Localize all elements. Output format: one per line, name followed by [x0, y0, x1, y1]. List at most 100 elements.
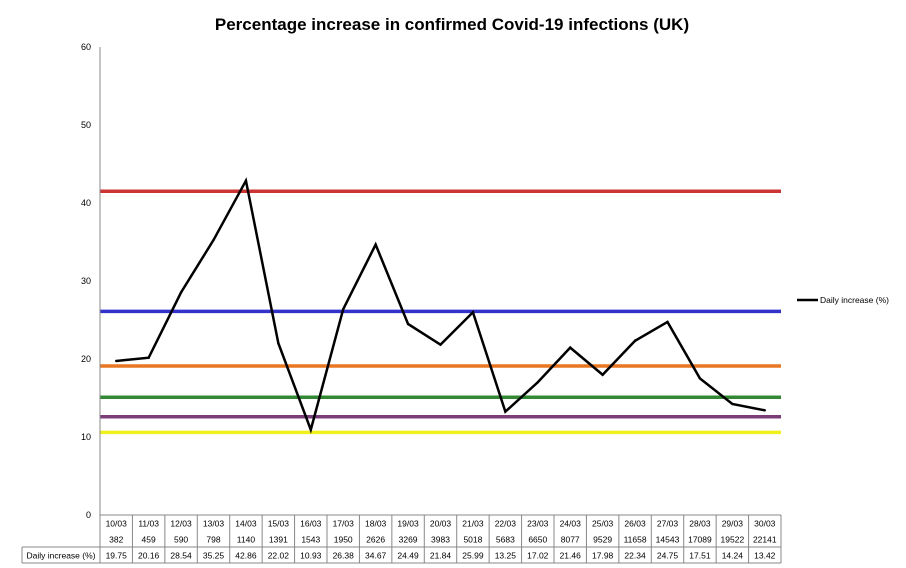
- case-count-label: 17089: [688, 535, 712, 545]
- data-label: 14.24: [722, 551, 744, 561]
- series-lines: [115, 177, 766, 434]
- x-tick-label: 13/03: [203, 519, 225, 529]
- y-tick-label: 0: [86, 510, 91, 520]
- data-label: 17.98: [592, 551, 614, 561]
- x-tick-label: 12/03: [170, 519, 192, 529]
- data-label: 13.42: [754, 551, 776, 561]
- data-point: [698, 377, 702, 380]
- data-point: [309, 428, 312, 431]
- case-count-label: 459: [142, 535, 156, 545]
- case-count-label: 6650: [528, 535, 547, 545]
- case-count-label: 11658: [624, 535, 647, 545]
- chart-title: Percentage increase in confirmed Covid-1…: [215, 15, 689, 34]
- x-tick-label: 20/03: [430, 519, 452, 529]
- data-point: [504, 410, 507, 413]
- data-point: [633, 339, 637, 342]
- case-count-label: 22141: [753, 535, 777, 545]
- case-count-label: 3983: [431, 535, 450, 545]
- x-tick-label: 23/03: [527, 519, 549, 529]
- y-tick-label: 40: [81, 198, 91, 208]
- x-tick-label: 14/03: [235, 519, 257, 529]
- table-row-label: Daily increase (%): [27, 551, 96, 561]
- x-tick-label: 28/03: [689, 519, 711, 529]
- case-count-label: 2626: [366, 535, 385, 545]
- data-label: 35.25: [203, 551, 225, 561]
- data-label: 28.54: [170, 551, 192, 561]
- data-point: [731, 402, 734, 406]
- data-point: [147, 356, 150, 359]
- x-tick-label: 27/03: [657, 519, 679, 529]
- data-point: [471, 311, 475, 314]
- data-point: [212, 238, 215, 242]
- case-count-label: 8077: [561, 535, 580, 545]
- data-label: 22.02: [268, 551, 290, 561]
- case-count-label: 14543: [656, 535, 680, 545]
- reference-lines: [100, 189, 781, 435]
- data-point: [374, 243, 377, 246]
- x-tick-label: 18/03: [365, 519, 387, 529]
- case-count-label: 1950: [334, 535, 353, 545]
- case-count-label: 382: [109, 535, 123, 545]
- data-label: 20.16: [138, 551, 160, 561]
- x-tick-label: 16/03: [300, 519, 322, 529]
- data-point: [406, 322, 410, 326]
- data-label: 21.84: [430, 551, 452, 561]
- data-point: [601, 373, 604, 376]
- y-tick-label: 30: [81, 276, 91, 286]
- data-label: 42.86: [235, 551, 257, 561]
- y-tick-label: 50: [81, 120, 91, 130]
- case-count-label: 1391: [269, 535, 288, 545]
- data-point: [179, 291, 183, 294]
- y-tick-label: 20: [81, 354, 91, 364]
- case-count-label: 9529: [593, 535, 612, 545]
- legend: Daily increase (%): [797, 295, 889, 305]
- case-count-label: 1543: [301, 535, 320, 545]
- y-tick-label: 60: [81, 42, 91, 52]
- case-count-label: 1140: [237, 535, 256, 545]
- x-tick-label: 21/03: [462, 519, 484, 529]
- x-tick-label: 15/03: [268, 519, 290, 529]
- case-count-label: 3269: [399, 535, 418, 545]
- x-tick-label: 22/03: [495, 519, 517, 529]
- legend-label: Daily increase (%): [820, 295, 889, 305]
- data-point: [244, 179, 248, 182]
- x-tick-label: 30/03: [754, 519, 776, 529]
- data-point: [439, 343, 442, 346]
- x-tick-label: 26/03: [624, 519, 646, 529]
- data-label: 21.46: [560, 551, 582, 561]
- data-label: 25.99: [462, 551, 484, 561]
- data-label: 34.67: [365, 551, 387, 561]
- x-tick-label: 25/03: [592, 519, 614, 529]
- data-label: 24.49: [397, 551, 419, 561]
- data-label: 17.51: [689, 551, 711, 561]
- x-tick-label: 19/03: [397, 519, 419, 529]
- data-label: 22.34: [624, 551, 646, 561]
- data-point: [115, 359, 118, 363]
- data-point: [763, 409, 766, 412]
- data-point: [277, 342, 280, 345]
- case-count-label: 5683: [496, 535, 515, 545]
- case-count-label: 19522: [721, 535, 745, 545]
- x-tick-label: 17/03: [333, 519, 355, 529]
- data-label: 24.75: [657, 551, 679, 561]
- x-tick-label: 24/03: [560, 519, 582, 529]
- series-line: [116, 177, 766, 434]
- x-tick-label: 10/03: [106, 519, 128, 529]
- data-label: 17.02: [527, 551, 549, 561]
- case-count-label: 5018: [463, 535, 482, 545]
- x-tick-label: 11/03: [138, 519, 159, 529]
- data-point: [569, 346, 572, 349]
- data-label: 26.38: [333, 551, 355, 561]
- data-table: Daily increase (%) 10/03 382 19.75 11/03 459 2…: [21, 514, 782, 564]
- data-label: 13.25: [495, 551, 517, 561]
- data-label: 10.93: [300, 551, 322, 561]
- data-point: [536, 381, 539, 384]
- y-axis-ticks: 0 10 20 30 40 50 60: [81, 42, 91, 520]
- data-point: [666, 320, 669, 324]
- data-label: 19.75: [106, 551, 128, 561]
- y-tick-label: 10: [81, 432, 91, 442]
- case-count-label: 590: [174, 535, 188, 545]
- case-count-label: 798: [206, 535, 220, 545]
- data-point: [342, 308, 345, 311]
